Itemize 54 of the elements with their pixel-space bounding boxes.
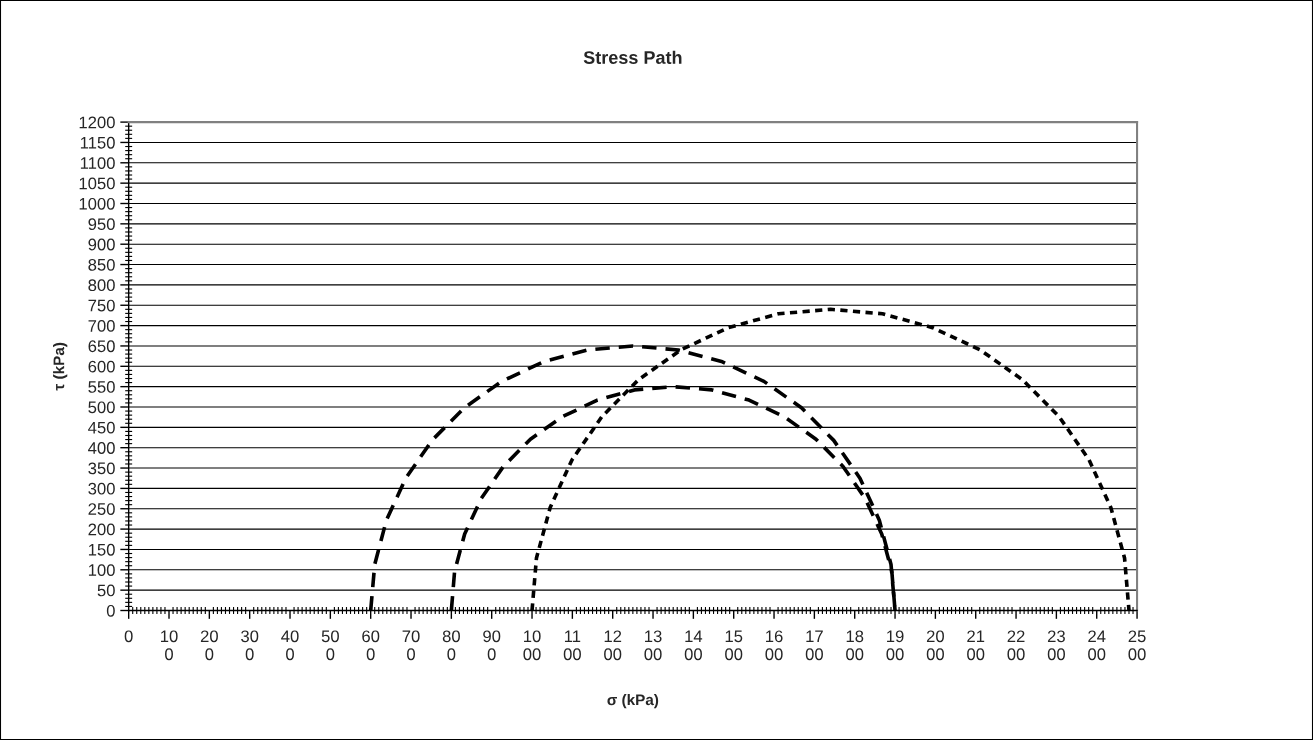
y-tick-label: 600 xyxy=(88,360,115,373)
y-axis-title: τ (kPa) xyxy=(53,342,68,391)
x-tick-label: 40 0 xyxy=(281,630,299,661)
x-tick-label: 10 00 xyxy=(523,630,541,661)
y-tick-label: 0 xyxy=(106,604,115,617)
x-tick-label: 23 00 xyxy=(1047,630,1066,661)
y-tick-label: 400 xyxy=(88,442,115,454)
x-axis-title: σ (kPa) xyxy=(607,693,659,709)
x-tick-label: 14 00 xyxy=(684,630,703,661)
y-tick-label: 1200 xyxy=(79,116,115,129)
y-tick-label: 500 xyxy=(88,401,115,414)
y-tick-label: 650 xyxy=(88,340,115,353)
y-tick-label: 800 xyxy=(88,279,115,292)
y-tick-label: 250 xyxy=(88,503,115,515)
x-tick-label: 13 00 xyxy=(644,630,662,661)
y-tick-label: 200 xyxy=(88,523,115,536)
x-tick-label: 20 00 xyxy=(926,630,944,661)
x-tick-label: 10 0 xyxy=(161,630,178,661)
y-tick-label: 950 xyxy=(88,218,115,231)
x-tick-label: 50 0 xyxy=(321,630,339,661)
x-tick-label: 20 0 xyxy=(200,630,218,661)
y-tick-label: 900 xyxy=(88,238,115,251)
x-tick-label: 30 0 xyxy=(241,630,259,661)
y-tick-label: 150 xyxy=(88,543,115,556)
x-tick-label: 24 00 xyxy=(1088,630,1106,661)
chart-title: Stress Path xyxy=(583,50,682,64)
x-tick-label: 12 00 xyxy=(604,630,622,661)
x-tick-label: 17 00 xyxy=(805,630,823,661)
y-tick-label: 850 xyxy=(88,258,115,271)
y-tick-label: 1100 xyxy=(80,157,115,169)
x-tick-label: 21 00 xyxy=(967,630,985,661)
y-tick-label: 450 xyxy=(88,421,115,434)
y-tick-label: 50 xyxy=(97,584,115,597)
x-tick-label: 70 0 xyxy=(402,630,420,661)
x-tick-label: 80 0 xyxy=(442,630,460,661)
x-tick-label: 11 00 xyxy=(563,630,581,661)
x-tick-label: 90 0 xyxy=(483,630,501,661)
y-tick-label: 300 xyxy=(88,482,115,495)
x-tick-label: 19 00 xyxy=(886,630,904,661)
x-tick-label: 15 00 xyxy=(725,630,743,661)
x-tick-label: 22 00 xyxy=(1007,630,1025,661)
x-tick-label: 0 xyxy=(124,630,133,643)
x-tick-label: 18 00 xyxy=(846,630,864,661)
y-tick-label: 700 xyxy=(88,320,115,332)
x-tick-label: 25 00 xyxy=(1128,630,1146,661)
y-tick-label: 1050 xyxy=(79,177,115,190)
y-tick-label: 750 xyxy=(88,299,115,312)
y-tick-label: 1000 xyxy=(79,197,115,210)
y-tick-label: 350 xyxy=(88,462,115,475)
y-tick-label: 1150 xyxy=(80,136,115,149)
x-tick-label: 60 0 xyxy=(362,630,380,661)
y-tick-label: 550 xyxy=(88,381,115,393)
y-tick-label: 100 xyxy=(88,564,115,576)
x-tick-label: 16 00 xyxy=(765,630,783,661)
